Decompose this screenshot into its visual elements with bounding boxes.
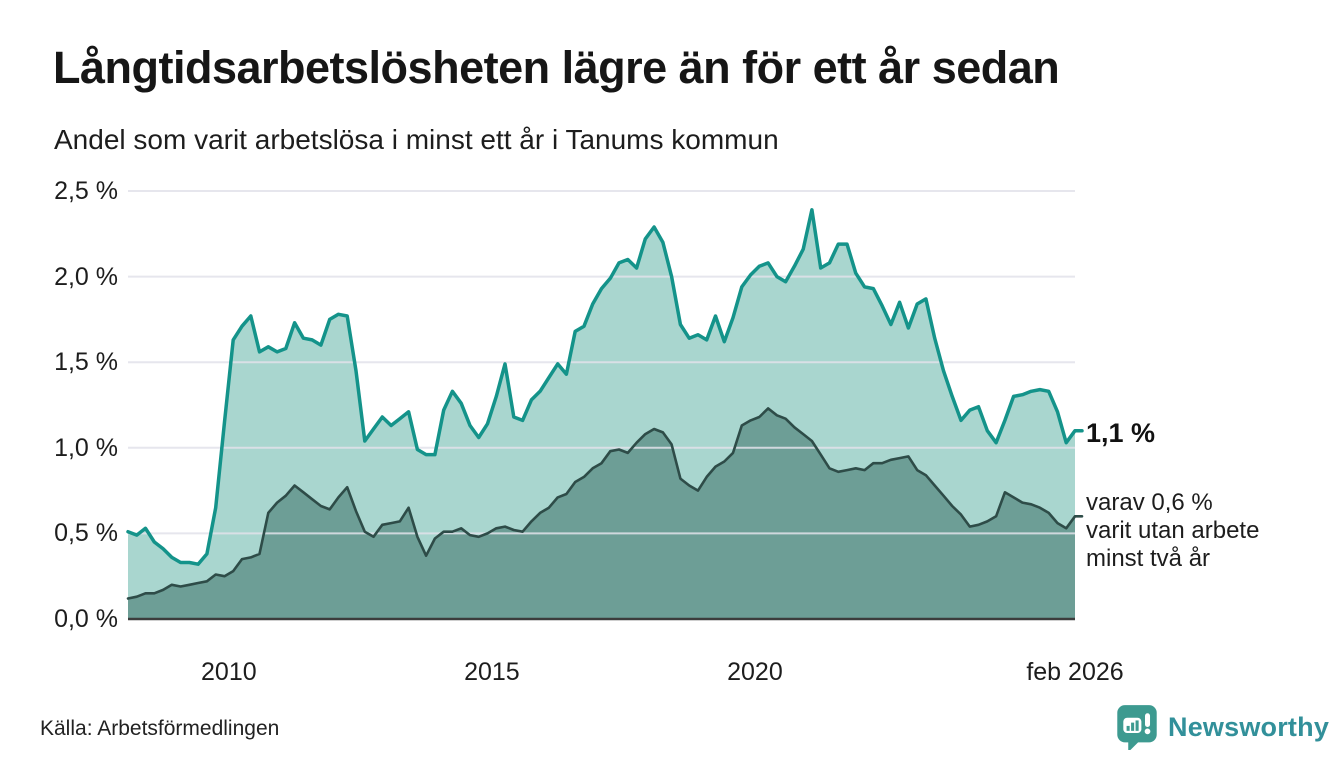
y-axis-label: 0,0 % [54,605,118,633]
x-axis-label: feb 2026 [1026,658,1124,686]
end-label-two-years-line: minst två år [1086,545,1211,572]
x-axis-label: 2020 [727,658,783,686]
line-total [126,208,1084,566]
x-axis-label: 2010 [201,658,257,686]
line-two-year [126,407,1084,600]
source-note: Källa: Arbetsförmedlingen [40,717,280,740]
newsworthy-icon [1117,705,1157,750]
end-label-two-years-line: varit utan arbete [1086,517,1260,544]
y-axis-label: 0,5 % [54,519,118,548]
end-label-two-years-line: varav 0,6 % [1086,489,1213,516]
y-axis-label: 2,0 % [54,262,118,291]
area-fills [128,209,1075,620]
gridlines [128,190,1075,535]
newsworthy-wordmark: Newsworthy [1168,711,1330,742]
end-label-total: 1,1 % [1086,418,1156,448]
area-two-year-fill [128,408,1075,619]
y-axis-label: 1,5 % [54,348,118,377]
y-axis-label: 1,0 % [54,433,118,462]
end-label-two-years: varav 0,6 % varit utan arbete minst två år [1086,489,1259,573]
plot-svg [126,190,1084,621]
chart-subtitle: Andel som varit arbetslösa i minst ett å… [54,124,779,155]
page-title: Långtidsarbetslösheten lägre än för ett … [53,42,1060,93]
series-lines [126,208,1084,600]
x-axis-label: 2015 [464,658,520,686]
y-axis-label: 2,5 % [54,177,118,205]
newsworthy-logo: Newsworthy [1115,704,1329,750]
